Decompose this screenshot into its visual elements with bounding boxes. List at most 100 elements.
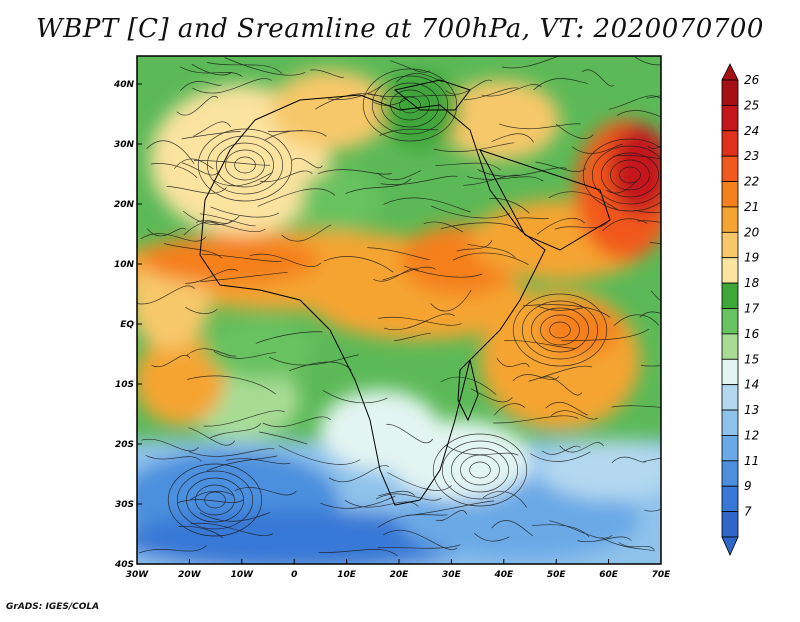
streamline — [554, 221, 609, 230]
map-title: WBPT [C] and Sreamline at 700hPa, VT: 20… — [36, 14, 764, 44]
streamline — [179, 66, 243, 77]
lat-tick-label: 20N — [114, 200, 135, 210]
streamline — [493, 415, 579, 424]
colorbar-label: 16 — [744, 327, 760, 341]
colorbar-label: 20 — [744, 225, 760, 239]
streamline — [197, 128, 293, 202]
lon-tick-label: 50E — [547, 570, 567, 580]
streamline — [310, 69, 344, 78]
streamline — [430, 289, 472, 312]
streamline — [649, 242, 661, 245]
lat-tick-label: 40S — [114, 560, 134, 570]
streamline — [387, 472, 452, 491]
streamline — [499, 123, 581, 130]
streamline — [267, 130, 327, 137]
streamline — [166, 186, 227, 194]
streamline — [386, 423, 433, 444]
streamline — [262, 416, 332, 428]
streamline — [528, 365, 593, 382]
streamline — [435, 162, 501, 171]
streamline — [314, 93, 387, 110]
colorbar-label: 15 — [744, 352, 759, 366]
streamline — [540, 314, 580, 346]
streamline — [440, 376, 497, 395]
streamline — [200, 271, 288, 283]
streamline — [151, 355, 191, 368]
streamline — [470, 388, 513, 403]
streamline — [379, 128, 439, 136]
colorbar-swatch — [721, 130, 739, 157]
streamline — [473, 532, 510, 542]
streamline — [167, 463, 263, 537]
streamline — [452, 252, 529, 266]
streamline — [184, 269, 239, 284]
coastline — [199, 79, 611, 506]
colorbar-label: 24 — [744, 124, 759, 138]
streamline — [258, 431, 308, 445]
streamline — [345, 178, 412, 194]
streamline — [141, 438, 199, 452]
streamline — [206, 455, 278, 472]
streamline — [571, 143, 623, 154]
streamline — [183, 210, 240, 226]
lon-tick-label: 30W — [126, 570, 150, 580]
colorbar-swatch — [721, 79, 739, 106]
streamline — [440, 222, 523, 232]
streamline — [186, 348, 237, 357]
longitude-axis: 30W 20W 10W 0 10E 20E 30E 40E 50E 60E 70E — [126, 559, 671, 580]
streamline — [188, 448, 275, 457]
lon-tick-label: 60E — [599, 570, 619, 580]
streamline — [383, 197, 471, 213]
streamline — [320, 495, 396, 509]
streamline — [322, 390, 388, 404]
lat-tick-label: 40N — [113, 80, 135, 90]
streamline — [504, 340, 577, 349]
streamline — [466, 176, 544, 182]
streamline — [463, 87, 519, 101]
streamline — [581, 69, 615, 87]
lon-tick-label: 70E — [652, 570, 672, 580]
streamline — [281, 224, 332, 242]
streamline — [193, 121, 231, 137]
streamline — [291, 158, 323, 169]
streamline — [611, 456, 647, 464]
colorbar-top-arrow — [721, 63, 739, 81]
streamline — [150, 163, 198, 179]
streamline — [288, 361, 352, 372]
streamline — [441, 440, 519, 500]
colorbar-label: 19 — [744, 251, 759, 265]
streamline — [469, 461, 491, 479]
streamline — [445, 79, 493, 95]
streamline — [489, 198, 530, 214]
latitude-axis: 40N 30N 20N 10N EQ 10S 20S 30S 40S — [113, 80, 142, 570]
streamline — [435, 510, 468, 522]
colorbar-label: 23 — [744, 149, 759, 163]
streamline — [383, 529, 458, 550]
streamline — [176, 95, 219, 116]
streamline — [327, 84, 384, 100]
streamline — [431, 205, 510, 219]
streamline — [190, 522, 274, 536]
streamline — [549, 321, 571, 339]
colorbar-label: 22 — [744, 175, 759, 189]
streamline — [540, 376, 583, 396]
streamline — [521, 300, 599, 360]
streamline — [191, 63, 233, 76]
streamline — [255, 331, 323, 344]
streamline — [138, 545, 207, 554]
streamline — [377, 544, 461, 549]
streamline — [195, 219, 233, 224]
streamline — [644, 508, 661, 512]
streamline — [530, 451, 591, 462]
colorbar-label: 25 — [744, 98, 759, 112]
colorbar-swatch — [721, 257, 739, 284]
colorbar-swatch — [721, 511, 739, 538]
streamline — [640, 365, 661, 367]
colorbar: 26 25 24 23 22 21 20 19 18 17 16 15 14 13 12 11 9 7 — [721, 63, 760, 556]
lat-tick-label: 10S — [115, 380, 134, 390]
streamline — [493, 403, 526, 416]
streamline — [225, 149, 265, 181]
streamline — [647, 144, 661, 149]
streamline — [186, 477, 244, 523]
streamline — [318, 549, 398, 557]
